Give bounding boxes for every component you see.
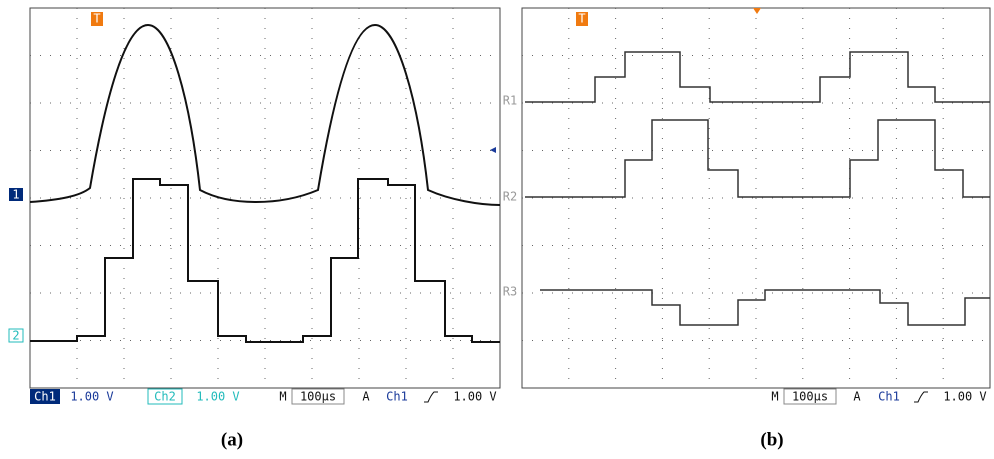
status-text: Ch1 (386, 390, 408, 404)
caption: (a) (221, 429, 243, 450)
status-text: 1.00 V (70, 390, 113, 404)
status-text: M (771, 390, 778, 404)
trigger-marker-label: T (93, 12, 100, 26)
status-text: 100µs (792, 390, 828, 404)
slope-icon (424, 392, 438, 402)
status-text: 1.00 V (453, 390, 496, 404)
status-text: Ch2 (154, 390, 176, 404)
slope-icon (914, 392, 928, 402)
r1-marker: R1 (503, 94, 517, 108)
status-text: 1.00 V (943, 390, 986, 404)
status-text: M (279, 390, 286, 404)
status-text: 100µs (300, 390, 336, 404)
trigger-marker-label: T (578, 12, 585, 26)
status-text: A (853, 390, 861, 404)
status-text: Ch1 (878, 390, 900, 404)
r3-marker: R3 (503, 285, 517, 299)
status-text: A (362, 390, 370, 404)
r2-marker: R2 (503, 190, 517, 204)
status-text: Ch1 (34, 390, 56, 404)
caption: (b) (760, 429, 783, 450)
ch1-marker-label: 1 (12, 188, 19, 202)
figure: 1 2 T Ch1 1.00 V Ch2 1.00 V M 100µs A Ch… (0, 0, 994, 459)
ch2-marker-label: 2 (12, 329, 19, 343)
status-text: 1.00 V (196, 390, 239, 404)
